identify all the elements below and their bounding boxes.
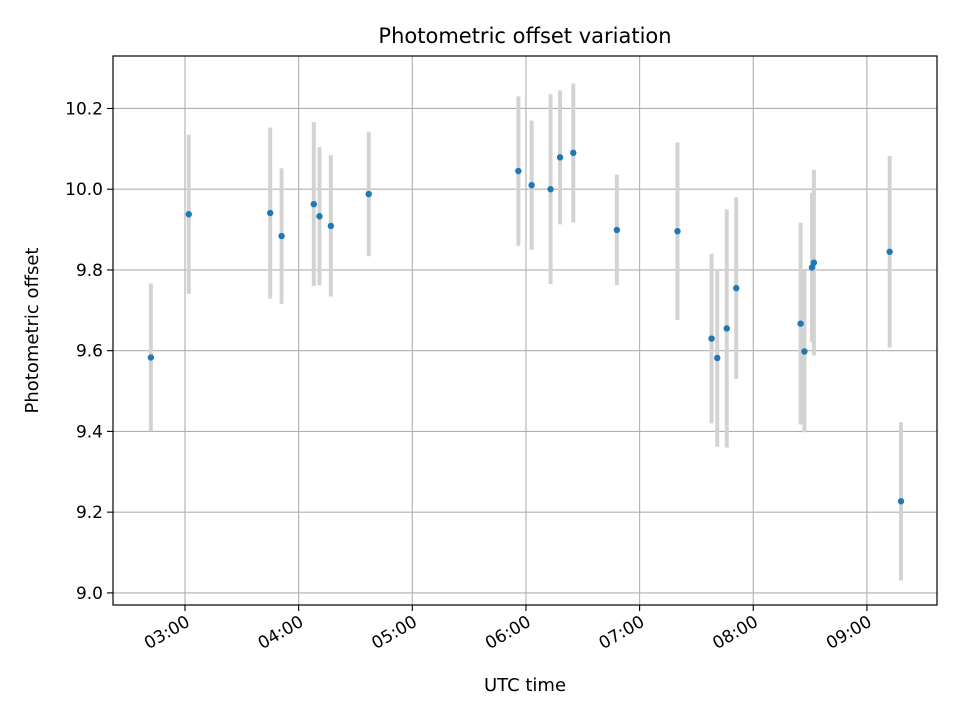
chart-title: Photometric offset variation xyxy=(378,24,671,48)
x-axis-title: UTC time xyxy=(484,675,566,696)
data-point xyxy=(327,222,335,230)
data-point xyxy=(147,354,155,361)
data-point xyxy=(570,149,577,157)
plot-frame xyxy=(112,55,938,606)
y-tick-label: 9.0 xyxy=(76,584,103,604)
data-point xyxy=(185,211,192,218)
point-layer xyxy=(147,149,905,505)
data-point xyxy=(267,209,274,217)
data-point xyxy=(801,348,808,355)
y-tick-label: 10.2 xyxy=(65,99,103,119)
data-point xyxy=(886,248,893,255)
data-point xyxy=(547,186,554,193)
data-point xyxy=(278,232,285,240)
data-point xyxy=(528,181,535,189)
data-point xyxy=(810,259,818,266)
data-point xyxy=(808,264,816,271)
data-point xyxy=(310,200,317,208)
data-point xyxy=(316,213,323,220)
y-axis-title: Photometric offset xyxy=(22,248,43,414)
data-point xyxy=(515,167,522,175)
y-tick-label: 9.2 xyxy=(76,503,103,523)
data-point xyxy=(613,226,621,234)
data-point xyxy=(674,227,681,235)
y-tick-label: 9.8 xyxy=(76,261,103,281)
data-point xyxy=(556,154,564,161)
data-point xyxy=(723,325,730,332)
data-point xyxy=(897,498,905,505)
data-point xyxy=(733,284,740,292)
data-point xyxy=(797,320,804,327)
data-point xyxy=(365,190,372,198)
data-point xyxy=(708,335,715,342)
y-tick-label: 9.6 xyxy=(76,342,103,362)
y-tick-label: 10.0 xyxy=(65,180,103,200)
y-tick-label: 9.4 xyxy=(76,422,103,442)
data-point xyxy=(714,354,721,362)
